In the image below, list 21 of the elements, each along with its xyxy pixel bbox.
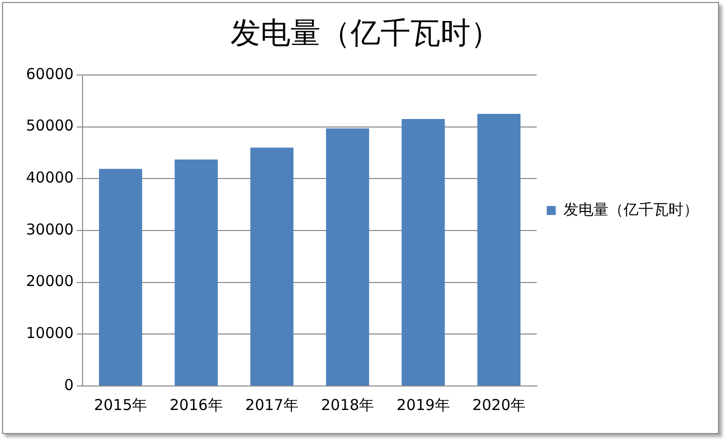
bar [174, 159, 218, 386]
x-tick-label: 2015年 [94, 396, 148, 414]
bar [477, 114, 520, 386]
y-tick-label: 20000 [26, 272, 74, 290]
bar [98, 168, 142, 386]
x-tick-label: 2018年 [320, 396, 374, 414]
y-tick-label: 40000 [26, 168, 74, 187]
x-tick-label: 2016年 [170, 396, 223, 414]
y-tick-label: 60000 [26, 64, 74, 83]
x-tick-label: 2017年 [245, 396, 298, 414]
legend-label: 发电量（亿千瓦时） [563, 200, 698, 218]
bar [402, 119, 445, 386]
y-tick-label: 50000 [26, 116, 74, 135]
x-tick-label: 2019年 [396, 396, 450, 414]
bar [326, 128, 370, 386]
bar [250, 148, 294, 386]
y-tick-label: 30000 [26, 220, 74, 238]
y-tick-label: 10000 [26, 324, 74, 342]
y-tick-label: 0 [64, 376, 74, 394]
x-tick-label: 2020年 [472, 396, 526, 414]
chart-title: 发电量（亿千瓦时） [230, 16, 500, 51]
